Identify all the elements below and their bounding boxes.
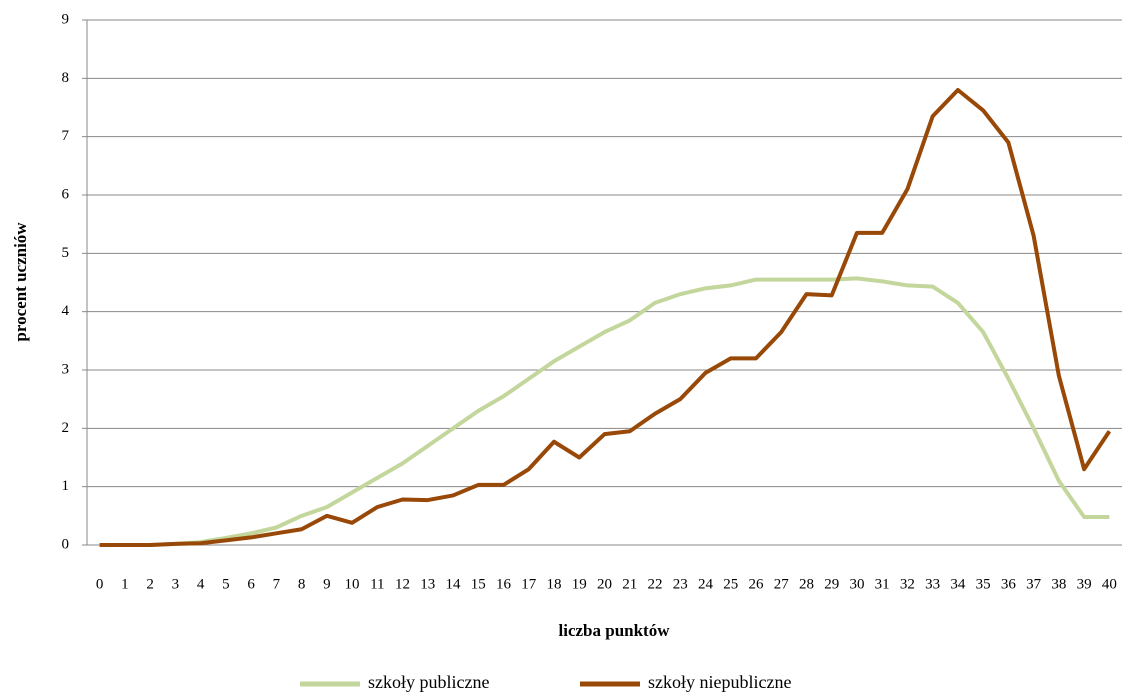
x-tick-label: 32 — [900, 576, 915, 592]
y-tick-label: 7 — [62, 128, 70, 144]
x-tick-label: 31 — [875, 576, 890, 592]
x-tick-label: 12 — [395, 576, 410, 592]
x-tick-label: 38 — [1051, 576, 1066, 592]
y-tick-label: 1 — [62, 478, 70, 494]
x-tick-label: 20 — [597, 576, 612, 592]
x-tick-label: 40 — [1102, 576, 1117, 592]
legend-label: szkoły niepubliczne — [648, 672, 791, 692]
x-tick-label: 13 — [420, 576, 435, 592]
y-axis-title: procent uczniów — [11, 222, 30, 342]
x-tick-label: 37 — [1026, 576, 1042, 592]
series-line — [99, 276, 1110, 547]
x-tick-label: 15 — [471, 576, 486, 592]
x-tick-label: 17 — [521, 576, 537, 592]
x-tick-label: 36 — [1001, 576, 1017, 592]
x-tick-label: 28 — [799, 576, 814, 592]
x-tick-label: 14 — [446, 576, 462, 592]
x-tick-label: 10 — [345, 576, 360, 592]
x-tick-label: 22 — [647, 576, 662, 592]
y-tick-label: 4 — [62, 303, 70, 319]
x-tick-label: 39 — [1077, 576, 1092, 592]
x-tick-label: 5 — [222, 576, 230, 592]
x-tick-label: 6 — [247, 576, 255, 592]
x-tick-label: 24 — [698, 576, 714, 592]
x-tick-label: 0 — [96, 576, 104, 592]
x-tick-label: 26 — [748, 576, 764, 592]
x-tick-label: 33 — [925, 576, 940, 592]
x-tick-label: 21 — [622, 576, 637, 592]
y-tick-label: 9 — [62, 11, 70, 27]
x-tick-label: 3 — [172, 576, 180, 592]
y-tick-label: 5 — [62, 245, 70, 261]
x-tick-label: 4 — [197, 576, 205, 592]
x-tick-label: 30 — [849, 576, 864, 592]
x-tick-label: 11 — [370, 576, 384, 592]
y-tick-label: 0 — [62, 536, 70, 552]
x-tick-label: 18 — [547, 576, 562, 592]
x-tick-label: 8 — [298, 576, 306, 592]
x-tick-label: 7 — [273, 576, 281, 592]
x-tick-label: 29 — [824, 576, 839, 592]
x-tick-label: 2 — [146, 576, 154, 592]
x-tick-label: 9 — [323, 576, 331, 592]
x-tick-label: 19 — [572, 576, 587, 592]
x-axis-title: liczba punktów — [559, 621, 671, 640]
y-tick-label: 3 — [62, 361, 70, 377]
legend-label: szkoły publiczne — [368, 672, 489, 692]
x-tick-label: 25 — [723, 576, 738, 592]
y-tick-label: 6 — [62, 186, 70, 202]
x-tick-label: 34 — [950, 576, 966, 592]
series-line — [99, 88, 1112, 547]
x-tick-label: 1 — [121, 576, 129, 592]
x-tick-label: 16 — [496, 576, 512, 592]
y-tick-label: 2 — [62, 420, 70, 436]
x-tick-label: 35 — [976, 576, 991, 592]
x-tick-label: 23 — [673, 576, 688, 592]
x-tick-label: 27 — [774, 576, 790, 592]
y-tick-label: 8 — [62, 70, 70, 86]
